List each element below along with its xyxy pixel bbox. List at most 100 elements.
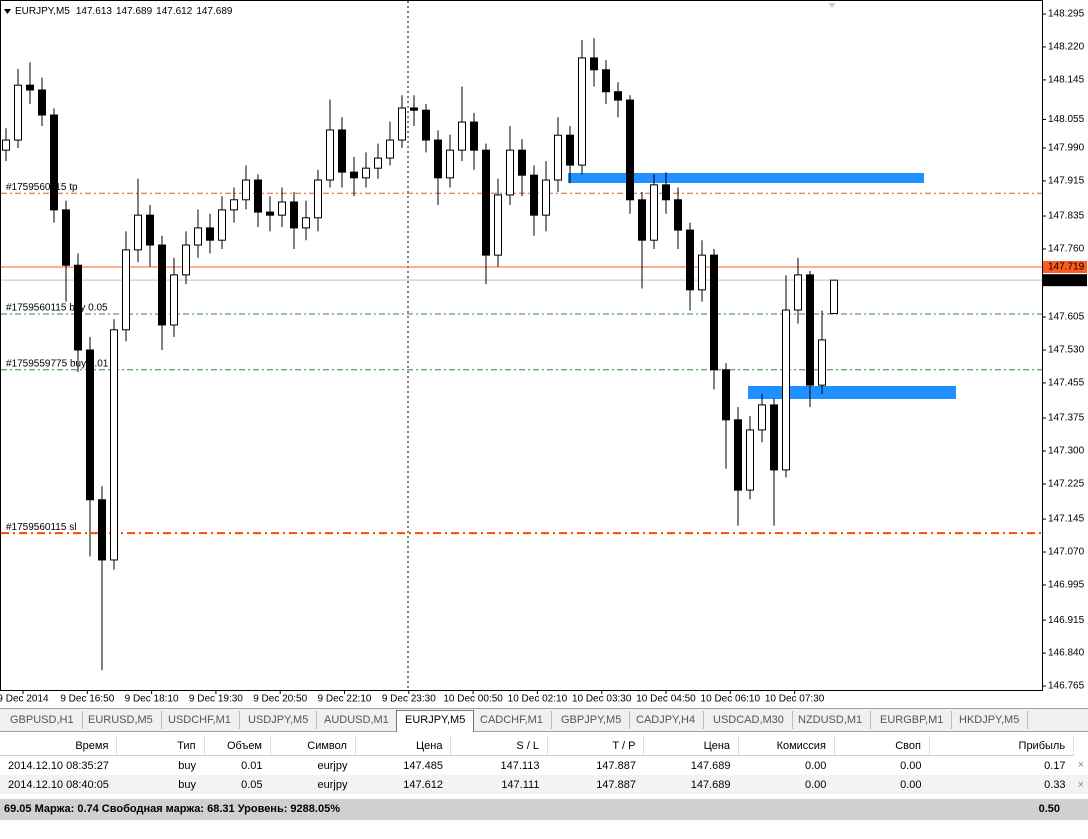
summary-total: 0.50 [1038, 803, 1060, 815]
candle-body [566, 134, 574, 166]
candle-body [698, 254, 706, 291]
candle-body [590, 57, 598, 71]
candle-body [602, 69, 610, 93]
cell: 147.485 [403, 759, 443, 772]
candle-body [422, 109, 430, 141]
candle-body [470, 121, 478, 151]
chart-tab[interactable]: NZDUSD,M1 [790, 711, 872, 729]
close: 147.689 [196, 6, 233, 17]
zone-rect [568, 173, 924, 183]
column-header: Цена [355, 736, 452, 756]
cell: 0.00 [805, 759, 827, 772]
chart: EURJPY,M5 147.613 147.689 147.612 147.689 14… [0, 0, 1087, 705]
y-tick-label: 147.070 [1048, 547, 1085, 558]
symbol: EURJPY,M5 [15, 6, 70, 17]
chart-tab[interactable]: CADCHF,M1 [472, 711, 552, 729]
chart-tabs: GBPUSD,H1 EURUSD,M5 USDCHF,M1 USDJPY,M5 AUDU… [0, 708, 1088, 732]
y-tick-label: 147.225 [1048, 479, 1085, 490]
x-tick-label: 9 Dec 20:50 [253, 694, 307, 705]
column-header: Своп [834, 736, 930, 756]
y-tick-label: 148.295 [1048, 9, 1085, 20]
scroll-marker [828, 3, 836, 8]
candle-body [242, 179, 250, 201]
cell: eurjpy [317, 759, 348, 772]
candle-body [338, 129, 346, 173]
candle-body [398, 107, 406, 141]
x-tick-label: 9 Dec 23:30 [382, 694, 436, 705]
chart-tab[interactable]: USDCAD,M30 [705, 711, 793, 729]
candle-body [86, 349, 94, 501]
y-tick-label: 146.765 [1048, 681, 1085, 692]
candle-body [530, 174, 538, 216]
chart-tab[interactable]: EURJPY,M5 [396, 710, 475, 732]
chart-tab[interactable]: USDCHF,M1 [160, 711, 240, 729]
candle-body [350, 171, 358, 179]
close-button[interactable]: × [1073, 775, 1088, 794]
candle-body [146, 214, 154, 246]
x-tick-label: 9 Dec 19:30 [189, 694, 243, 705]
menu-arrow[interactable] [4, 9, 11, 14]
y-tick-label: 148.055 [1048, 114, 1085, 125]
candle-body [206, 227, 214, 241]
candle-body [410, 107, 418, 111]
y-tick-label: 147.760 [1048, 244, 1085, 255]
cell: 0.00 [834, 775, 930, 794]
bid-box [1043, 274, 1087, 287]
chart-tab[interactable]: EURGBP,M1 [872, 711, 953, 729]
chart-tab[interactable]: HKDJPY,M5 [951, 711, 1029, 729]
candle-body [746, 429, 754, 491]
x-tick-label: 10 Dec 03:30 [572, 694, 632, 705]
candle-body [542, 179, 550, 216]
cell: 147.111 [450, 775, 548, 794]
chart-tab[interactable]: EURUSD,M5 [80, 711, 162, 729]
chart-tab[interactable]: USDJPY,M5 [240, 711, 318, 729]
candle-body [662, 184, 670, 201]
chart-tab[interactable]: AUDUSD,M1 [316, 711, 398, 729]
chart-tab[interactable]: CADJPY,H4 [628, 711, 705, 729]
candle-body [782, 309, 790, 471]
cell: 2014.12.10 08:35:27 [8, 759, 109, 772]
candle-body [758, 404, 766, 431]
x-tick-label: 9 Dec 22:10 [318, 694, 372, 705]
candle-body [626, 99, 634, 201]
bid-label: 147.689 [1048, 275, 1085, 286]
x-tick-label: 9 Dec 16:50 [60, 694, 114, 705]
plot-frame [0, 0, 1043, 691]
column-header: Цена [643, 736, 740, 756]
candle-body [770, 404, 778, 471]
zone-rect [748, 386, 956, 399]
candle-body [686, 229, 694, 291]
cell: 0.00 [900, 759, 922, 772]
cell: 0.33 [929, 775, 1074, 794]
candle-body [554, 134, 562, 181]
candle-body [818, 339, 826, 386]
x-tick-label: 10 Dec 04:50 [636, 694, 696, 705]
y-tick-label: 147.300 [1048, 446, 1085, 457]
cell: 147.113 [500, 759, 540, 772]
candle-body [278, 201, 286, 216]
y-tick-label: 147.145 [1048, 514, 1085, 525]
candle-body [362, 167, 370, 179]
y-tick-label: 146.840 [1048, 648, 1085, 659]
candle-body [230, 199, 238, 211]
column-header: Объем [204, 736, 272, 756]
chart-tab[interactable]: GBPJPY,M5 [553, 711, 631, 729]
candle-body [38, 89, 46, 116]
y-tick-label: 147.835 [1048, 211, 1085, 222]
close-button[interactable]: × [1077, 759, 1084, 772]
column-header: Комиссия [738, 736, 835, 756]
candle-body [110, 329, 118, 561]
column-header: Тип [116, 736, 205, 756]
candle-body [614, 91, 622, 101]
chart-tab[interactable]: GBPUSD,H1 [2, 711, 83, 729]
cell: 2014.12.10 08:40:05 [0, 775, 117, 794]
candle-body [374, 157, 382, 169]
candle-body [158, 244, 166, 326]
y-tick-label: 146.995 [1048, 580, 1085, 591]
order-label: #1759559775 buy 0.01 [6, 358, 109, 369]
cell: 147.887 [547, 775, 644, 794]
account-summary: 69.05 Маржа: 0.74 Свободная маржа: 68.31… [0, 799, 1088, 820]
